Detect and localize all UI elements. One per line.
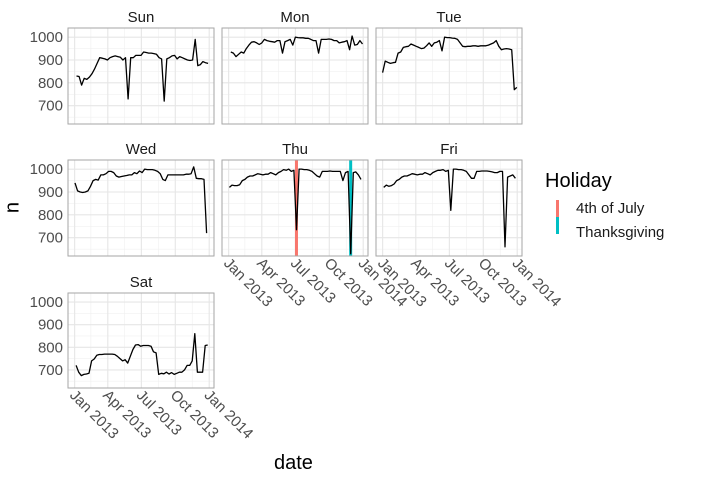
- series-line-tue: [381, 36, 518, 91]
- series-line-sun: [76, 38, 209, 102]
- legend: Holiday 4th of July Thanksgiving: [545, 170, 664, 241]
- y-tick-label: 900: [38, 52, 63, 69]
- panel-wed: Wed 700 800 900 1000: [30, 141, 215, 257]
- strip-label: Wed: [126, 141, 157, 158]
- y-tick-label: 900: [38, 317, 63, 334]
- series-line-thu: [228, 168, 362, 255]
- strip-label: Tue: [436, 9, 461, 26]
- series-line-wed: [74, 166, 208, 234]
- y-tick-label: 700: [38, 98, 63, 115]
- strip-label: Mon: [280, 9, 309, 26]
- panel-border: [375, 27, 523, 125]
- panel-tue: Tue: [375, 9, 523, 125]
- panel-border: [67, 292, 215, 389]
- panel-mon: Mon: [221, 9, 369, 125]
- legend-title: Holiday: [545, 170, 612, 192]
- legend-key-thanksgiving: [556, 217, 559, 234]
- panel-border: [375, 159, 523, 257]
- panel-sun: Sun 700 800 900 1000: [30, 9, 215, 125]
- y-tick-label: 800: [38, 339, 63, 356]
- panel-border: [221, 27, 369, 125]
- legend-label: Thanksgiving: [576, 224, 665, 241]
- y-axis-title: n: [1, 201, 24, 214]
- y-tick-label: 1000: [30, 161, 63, 178]
- series-line-fri: [383, 168, 516, 248]
- legend-label: 4th of July: [576, 200, 645, 217]
- y-tick-label: 800: [38, 207, 63, 224]
- y-tick-label: 1000: [30, 29, 63, 46]
- y-tick-label: 700: [38, 230, 63, 247]
- series-line-mon: [230, 35, 364, 58]
- y-tick-label: 800: [38, 75, 63, 92]
- series-line-sat: [75, 333, 208, 377]
- strip-label: Thu: [282, 141, 308, 158]
- panel-border: [221, 159, 369, 257]
- y-tick-label: 700: [38, 362, 63, 379]
- x-axis-title: date: [274, 452, 313, 474]
- strip-label: Sun: [128, 9, 155, 26]
- strip-label: Fri: [440, 141, 458, 158]
- y-tick-label: 1000: [30, 294, 63, 311]
- strip-label: Sat: [130, 274, 153, 291]
- legend-key-4th-of-july: [556, 200, 559, 217]
- panel-border: [67, 27, 215, 125]
- panel-border: [67, 159, 215, 257]
- y-tick-label: 900: [38, 184, 63, 201]
